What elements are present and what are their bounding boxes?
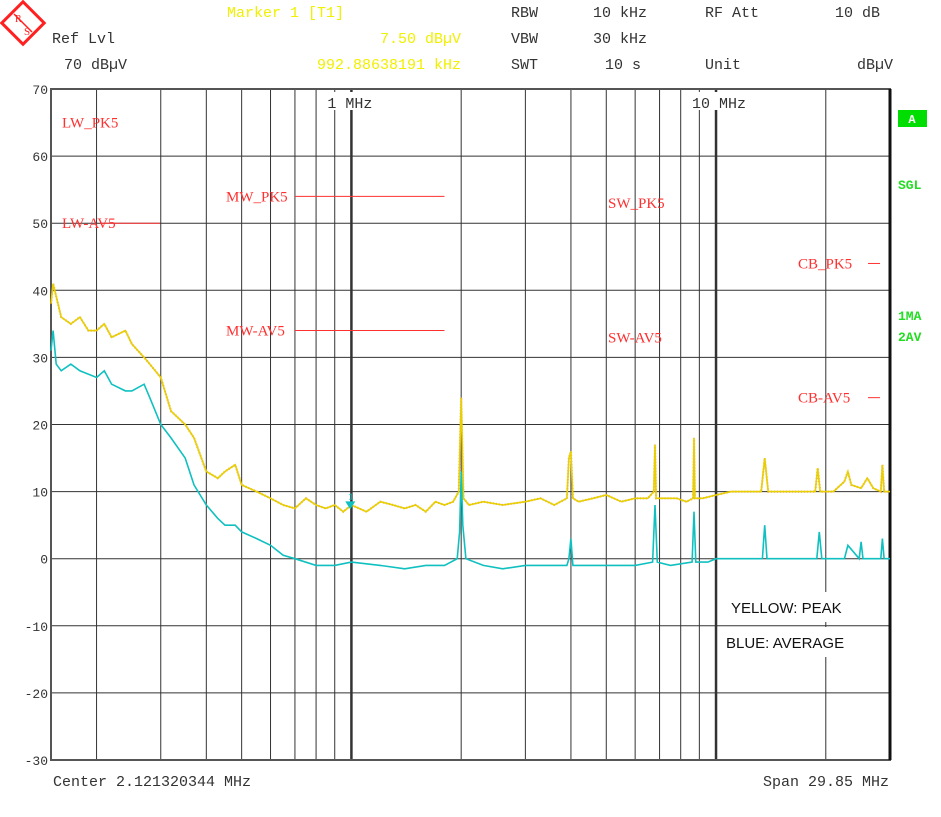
unit-label: Unit xyxy=(705,57,741,74)
rf-att-value: 10 dB xyxy=(835,5,880,22)
y-tick-label: 30 xyxy=(32,351,48,366)
limit-label: LW_PK5 xyxy=(62,116,118,132)
limit-label: MW_PK5 xyxy=(226,189,288,205)
average-trace xyxy=(50,330,890,570)
limit-label: SW_PK5 xyxy=(608,196,665,212)
legend: YELLOW: PEAK BLUE: AVERAGE xyxy=(722,592,880,657)
limit-label: SW-AV5 xyxy=(608,330,662,346)
rs-logo: R S xyxy=(0,0,47,47)
x-tick-label-bg xyxy=(325,92,394,110)
marker-number: 1 xyxy=(348,492,353,502)
svg-text:R: R xyxy=(15,14,22,25)
unit-value: dBµV xyxy=(857,57,893,74)
center-frequency: Center 2.121320344 MHz xyxy=(53,774,251,791)
y-tick-label: 40 xyxy=(32,284,48,299)
y-tick-label: 50 xyxy=(32,217,48,232)
limit-lines: LW_PK5 LW-AV5 MW_PK5 MW-AV5 SW_PK5 SW-AV5 CB_P… xyxy=(62,116,880,407)
marker-title: Marker 1 [T1] xyxy=(227,5,344,22)
trace2-mode: 2AV xyxy=(898,330,922,345)
y-tick-label: 60 xyxy=(32,150,48,165)
limit-label: CB-AV5 xyxy=(798,391,850,407)
swt-value: 10 s xyxy=(605,57,641,74)
y-tick-label: -10 xyxy=(25,620,48,635)
vbw-value: 30 kHz xyxy=(593,31,647,48)
swt-label: SWT xyxy=(511,57,538,74)
traces xyxy=(49,283,890,570)
ref-level-label: Ref Lvl xyxy=(52,31,115,48)
limit-label: LW-AV5 xyxy=(62,216,116,232)
x-tick-label: 1 MHz xyxy=(327,96,372,113)
grid xyxy=(50,88,892,761)
peak-trace xyxy=(50,283,890,513)
legend-peak: YELLOW: PEAK xyxy=(731,600,842,617)
marker: 1 xyxy=(345,492,356,510)
limit-label: MW-AV5 xyxy=(226,324,285,340)
screen-a-badge xyxy=(898,110,927,127)
side-panel: A SGL 1MA 2AV xyxy=(898,110,927,345)
peak-trace-shadow xyxy=(49,283,890,514)
vbw-label: VBW xyxy=(511,31,538,48)
sweep-mode: SGL xyxy=(898,178,922,193)
y-tick-label: 0 xyxy=(40,553,48,568)
ref-level-value: 70 dBµV xyxy=(64,57,127,74)
legend-average: BLUE: AVERAGE xyxy=(726,635,844,652)
y-tick-label: -30 xyxy=(25,754,48,769)
rbw-value: 10 kHz xyxy=(593,5,647,22)
limit-label: CB_PK5 xyxy=(798,256,852,272)
rbw-label: RBW xyxy=(511,5,538,22)
x-tick-label: 10 MHz xyxy=(692,96,746,113)
x-axis-ticks: 1 MHz 10 MHz xyxy=(325,92,759,113)
rf-att-label: RF Att xyxy=(705,5,759,22)
y-axis-ticks: 70 60 50 40 30 20 10 0 -10 -20 -30 xyxy=(25,83,48,769)
screen-a-label: A xyxy=(908,113,916,127)
svg-text:S: S xyxy=(24,26,30,38)
trace1-mode: 1MA xyxy=(898,309,922,324)
marker-frequency: 992.88638191 kHz xyxy=(317,57,461,74)
span: Span 29.85 MHz xyxy=(763,774,889,791)
footer: Center 2.121320344 MHz Span 29.85 MHz xyxy=(53,774,889,791)
header: Marker 1 [T1] Ref Lvl 70 dBµV 7.50 dBµV … xyxy=(52,5,893,74)
y-tick-label: 10 xyxy=(32,486,48,501)
x-tick-label-bg xyxy=(690,92,759,110)
marker-level: 7.50 dBµV xyxy=(380,31,461,48)
y-tick-label: 70 xyxy=(32,83,48,98)
y-tick-label: 20 xyxy=(32,419,48,434)
y-tick-label: -20 xyxy=(25,687,48,702)
marker-triangle-icon xyxy=(345,501,356,510)
